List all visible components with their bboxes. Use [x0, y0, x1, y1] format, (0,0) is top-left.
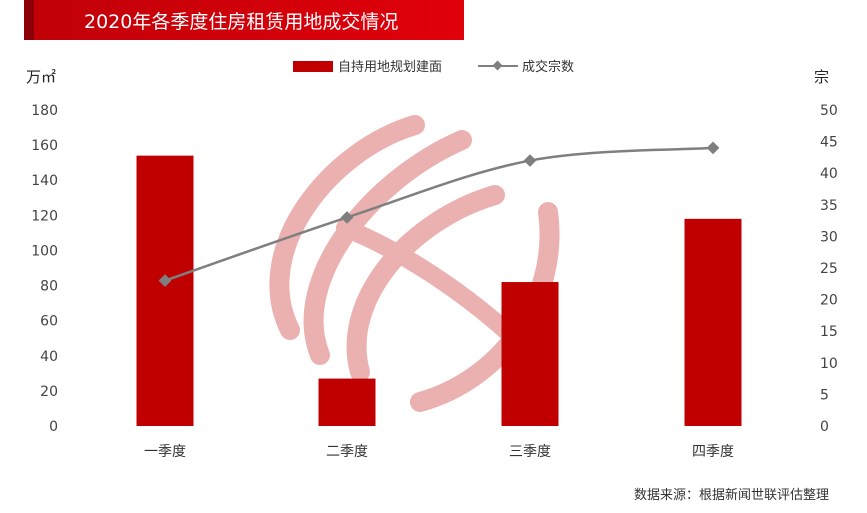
legend: 自持用地规划建面 成交宗数 — [293, 59, 574, 75]
line-point-2 — [340, 211, 354, 224]
left-axis-tick-120: 120 — [31, 208, 58, 224]
category-label-4: 四季度 — [692, 444, 734, 460]
line-point-1 — [158, 274, 172, 288]
line-series-path — [164, 146, 714, 282]
left-axis-tick-180: 180 — [31, 103, 58, 119]
bar-2 — [318, 378, 376, 426]
right-axis-tick-50: 50 — [820, 103, 838, 119]
line-point-4 — [706, 141, 720, 155]
bar-3 — [501, 282, 559, 426]
bar-4 — [684, 218, 742, 426]
source-note: 数据来源：根据新闻世联评估整理 — [633, 488, 829, 503]
legend-line-marker — [492, 60, 503, 71]
left-axis-tick-80: 80 — [40, 279, 58, 295]
right-axis-tick-35: 35 — [820, 198, 838, 214]
right-axis-tick-10: 10 — [820, 356, 838, 372]
left-axis-tick-100: 100 — [31, 243, 58, 259]
left-axis-tick-0: 0 — [49, 419, 58, 435]
right-axis-tick-20: 20 — [820, 293, 838, 309]
legend-bar-label: 自持用地规划建面 — [338, 60, 442, 75]
left-axis-tick-20: 20 — [40, 384, 58, 400]
line-point-3 — [523, 154, 537, 167]
right-axis-tick-40: 40 — [820, 166, 838, 182]
left-axis-tick-140: 140 — [31, 173, 58, 189]
left-axis-tick-40: 40 — [40, 349, 58, 365]
right-axis-tick-25: 25 — [820, 261, 838, 277]
category-label-3: 三季度 — [509, 444, 551, 460]
right-axis-tick-45: 45 — [820, 135, 838, 151]
category-label-1: 一季度 — [144, 444, 186, 460]
right-axis-tick-30: 30 — [820, 229, 838, 245]
title-bar — [24, 0, 464, 40]
left-axis-unit: 万㎡ — [26, 68, 57, 86]
title-accent — [24, 0, 34, 40]
right-axis-tick-5: 5 — [820, 387, 829, 403]
left-axis-tick-60: 60 — [40, 314, 58, 330]
right-axis-tick-0: 0 — [820, 419, 829, 435]
right-axis-unit: 宗 — [814, 68, 830, 86]
bar-1 — [136, 155, 194, 426]
legend-line-label: 成交宗数 — [522, 59, 574, 75]
chart-title: 2020年各季度住房租赁用地成交情况 — [84, 11, 399, 33]
left-axis-tick-160: 160 — [31, 138, 58, 154]
right-axis-tick-15: 15 — [820, 324, 838, 340]
category-label-2: 二季度 — [326, 444, 368, 460]
legend-bar-swatch — [293, 61, 333, 72]
